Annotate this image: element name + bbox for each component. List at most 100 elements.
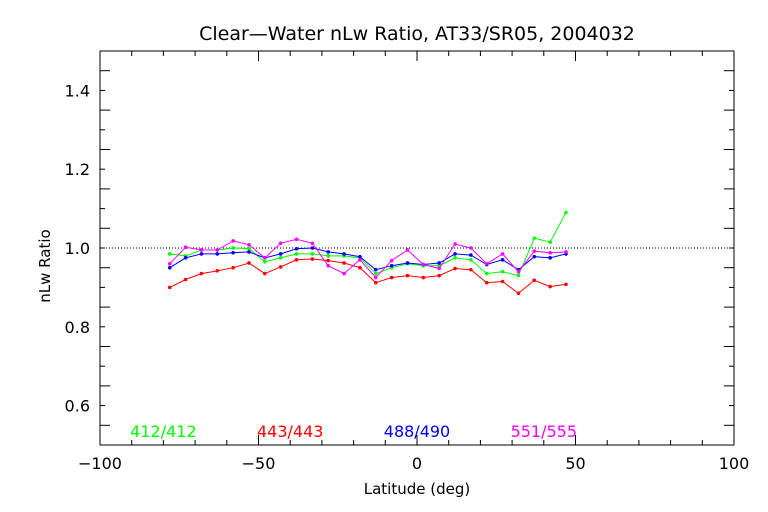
y-axis-label: nLw Ratio: [36, 229, 54, 302]
data-point: [453, 266, 457, 271]
y-tick-label: 0.6: [65, 397, 90, 416]
data-point: [389, 263, 394, 268]
data-point: [484, 280, 489, 285]
data-point: [516, 273, 521, 278]
series-group: [167, 210, 568, 296]
data-point: [373, 280, 378, 285]
series-line: [169, 212, 567, 277]
legend-entry: 488/490: [384, 422, 450, 441]
data-point: [437, 266, 441, 271]
data-point: [199, 248, 204, 252]
data-point: [500, 252, 505, 256]
data-point: [548, 250, 552, 255]
x-tick-label: −50: [242, 454, 276, 473]
data-point: [231, 250, 235, 255]
x-tick-label: 100: [719, 454, 750, 473]
data-point: [326, 258, 331, 263]
data-point: [278, 241, 283, 246]
data-point: [484, 261, 489, 266]
data-point: [500, 269, 505, 274]
data-point: [548, 284, 552, 289]
series-551-555: [167, 237, 568, 280]
data-point: [294, 258, 299, 262]
data-point: [532, 254, 537, 259]
data-point: [263, 256, 267, 260]
data-point: [421, 275, 426, 280]
x-tick-label: 50: [565, 454, 585, 473]
data-point: [326, 263, 331, 268]
data-point: [247, 261, 251, 265]
plot-axes: −100 −50 0 50 100 0.6 0.8 1.0 1.2 1.4: [65, 50, 750, 473]
data-point: [484, 271, 489, 276]
data-point: [532, 236, 537, 240]
data-point: [469, 267, 473, 272]
data-point: [247, 246, 251, 251]
legend-entry: 412/412: [130, 422, 196, 441]
data-point: [310, 246, 315, 250]
data-point: [247, 243, 251, 247]
legend: 412/412 443/443 488/490 551/555: [130, 422, 577, 441]
data-point: [231, 246, 235, 250]
data-point: [405, 248, 410, 252]
data-point: [342, 261, 346, 265]
data-point: [421, 262, 426, 267]
data-point: [247, 250, 251, 254]
data-point: [358, 258, 362, 262]
data-point: [453, 252, 457, 256]
data-point: [326, 254, 331, 258]
data-point: [405, 273, 410, 278]
data-point: [437, 273, 441, 278]
plot-frame: [99, 50, 735, 446]
data-point: [453, 256, 457, 260]
data-point: [548, 256, 552, 260]
data-point: [532, 249, 537, 253]
series-488-490: [167, 246, 568, 272]
data-point: [564, 282, 568, 287]
y-tick-label: 1.2: [65, 160, 90, 179]
data-point: [167, 285, 172, 290]
x-axis-label: Latitude (deg): [364, 480, 470, 498]
data-point: [548, 240, 552, 244]
data-point: [326, 250, 331, 254]
data-point: [358, 265, 362, 270]
series-line: [169, 258, 567, 294]
series-443-443: [167, 257, 568, 296]
data-point: [469, 258, 473, 262]
data-point: [310, 252, 315, 256]
data-point: [358, 254, 362, 259]
data-point: [532, 278, 537, 283]
data-point: [294, 237, 299, 242]
data-point: [469, 253, 473, 257]
data-point: [564, 210, 568, 215]
data-point: [469, 246, 473, 250]
data-point: [516, 269, 521, 274]
data-point: [373, 271, 378, 276]
data-point: [373, 267, 378, 272]
x-tick-label: 0: [412, 454, 422, 473]
legend-entry: 443/443: [257, 422, 323, 441]
data-point: [516, 291, 521, 296]
data-point: [278, 265, 283, 269]
data-point: [215, 252, 220, 256]
data-point: [500, 258, 505, 262]
data-point: [278, 256, 283, 260]
data-point: [167, 265, 172, 270]
data-point: [342, 271, 346, 276]
data-point: [294, 252, 299, 256]
data-point: [199, 252, 204, 256]
data-point: [389, 258, 394, 263]
data-point: [373, 275, 378, 280]
data-point: [389, 275, 394, 280]
data-point: [215, 248, 220, 252]
series-line: [169, 238, 567, 279]
data-point: [183, 277, 188, 282]
data-point: [342, 252, 346, 256]
y-tick-label: 1.4: [65, 81, 90, 100]
data-point: [183, 256, 188, 260]
data-point: [167, 261, 172, 266]
data-point: [310, 257, 315, 261]
data-point: [215, 269, 220, 273]
data-point: [405, 261, 410, 265]
x-tick-label: −100: [78, 454, 122, 473]
